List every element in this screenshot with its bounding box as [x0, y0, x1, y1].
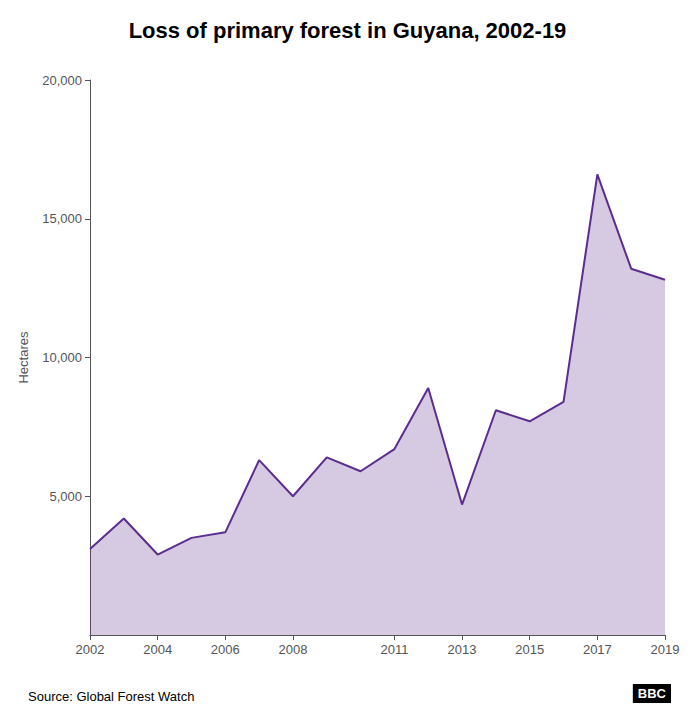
svg-text:2013: 2013 [448, 642, 477, 657]
svg-text:2006: 2006 [211, 642, 240, 657]
svg-text:2004: 2004 [143, 642, 172, 657]
svg-text:Hectares: Hectares [16, 331, 31, 384]
svg-text:2011: 2011 [380, 642, 408, 657]
svg-text:2002: 2002 [76, 642, 105, 657]
svg-text:2008: 2008 [278, 642, 307, 657]
svg-text:15,000: 15,000 [42, 211, 82, 226]
svg-text:2015: 2015 [515, 642, 544, 657]
svg-text:BBC: BBC [638, 686, 667, 701]
svg-text:2017: 2017 [583, 642, 612, 657]
svg-text:2019: 2019 [651, 642, 680, 657]
svg-text:20,000: 20,000 [42, 73, 82, 88]
svg-text:Loss of primary forest in Guya: Loss of primary forest in Guyana, 2002-1… [129, 18, 567, 43]
svg-text:10,000: 10,000 [42, 350, 82, 365]
svg-text:Source: Global Forest Watch: Source: Global Forest Watch [28, 689, 194, 704]
svg-text:5,000: 5,000 [49, 489, 82, 504]
